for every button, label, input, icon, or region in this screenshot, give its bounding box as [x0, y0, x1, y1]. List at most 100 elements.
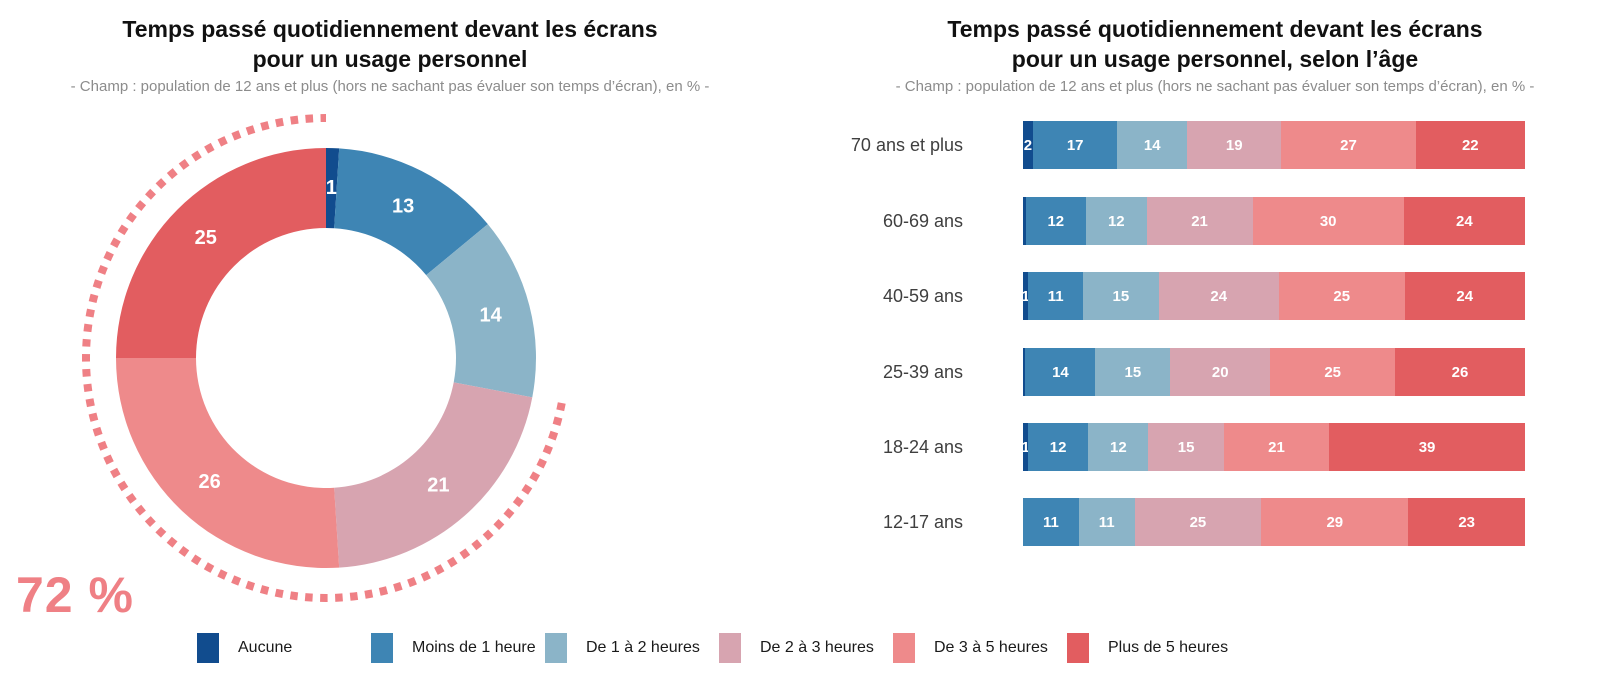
bar-segment-4-1: 12 [1028, 423, 1089, 471]
bar-segment-value: 24 [1456, 212, 1473, 230]
bar-row-2: 1 11 15 24 25 24 [1021, 272, 1525, 320]
legend-item-0: Aucune [197, 633, 292, 663]
bar-segment-value: 11 [1047, 287, 1064, 305]
donut-segment-0 [326, 148, 340, 229]
bar-row-label-0: 70 ans et plus [850, 135, 963, 155]
donut-highlight-arc [82, 114, 566, 602]
bar-row-5: 11 11 25 29 23 [1023, 498, 1525, 546]
bar-segment-value: 39 [1418, 438, 1436, 456]
donut-chart-title-line2: pour un usage personnel [252, 46, 528, 72]
bar-segment-value: 15 [1112, 287, 1130, 305]
bar-segment-1-0 [1023, 197, 1026, 245]
bar-segment-value: 24 [1456, 287, 1474, 305]
bar-segment-1-1: 12 [1025, 197, 1087, 245]
bar-segment-4-5: 39 [1329, 423, 1525, 471]
legend-item-1: Moins de 1 heure [371, 633, 536, 663]
donut-highlight-value: 72 % [16, 567, 134, 623]
bar-segment-value: 15 [1177, 438, 1195, 456]
bar-segment-value: 25 [1324, 363, 1341, 381]
bar-segment-value: 15 [1124, 363, 1142, 381]
bar-segment-0-4: 27 [1281, 121, 1416, 169]
donut-segment-5 [116, 148, 326, 358]
bar-segment-3-1: 14 [1025, 348, 1096, 396]
legend-item-3: De 2 à 3 heures [719, 633, 874, 663]
bar-segment-value: 12 [1107, 212, 1125, 230]
bar-segment-1-4: 30 [1252, 197, 1404, 245]
bar-segment-value: 23 [1458, 513, 1475, 531]
bar-segment-0-3: 19 [1187, 121, 1282, 169]
bar-segment-1-2: 12 [1086, 197, 1147, 245]
legend-label: Aucune [238, 639, 293, 656]
legend-swatch-de_2_3h [719, 633, 741, 663]
bar-segment-value: 25 [1333, 287, 1351, 305]
bar-segment-2-2: 15 [1083, 272, 1159, 320]
bar-segment-value: 20 [1211, 363, 1229, 381]
legend-swatch-moins_1h [371, 633, 393, 663]
bar-segment-0-5: 22 [1415, 121, 1525, 169]
bar-segment-5-4: 29 [1261, 498, 1409, 546]
donut-segment-1 [334, 148, 488, 276]
bar-segment-value: 12 [1047, 212, 1065, 230]
bar-segment-2-5: 24 [1404, 272, 1525, 320]
donut-chart-title-line1: Temps passé quotidiennement devant les é… [122, 16, 658, 42]
bar-segment-3-0 [1023, 348, 1026, 396]
bar-segment-value: 1 [1021, 438, 1030, 456]
donut-segment-label-2: 14 [480, 305, 503, 327]
bar-row-1: 12 12 21 30 24 [1023, 197, 1525, 245]
bar-segment-value: 25 [1189, 513, 1207, 531]
bar-segment-value: 14 [1143, 136, 1161, 154]
bar-segment-value: 30 [1319, 212, 1337, 230]
bar-segment-value: 22 [1461, 136, 1479, 154]
donut-segment-4 [116, 358, 340, 568]
bar-segment-value: 21 [1268, 438, 1285, 456]
bar-segment-2-3: 24 [1158, 272, 1279, 320]
bar-segment-3-3: 20 [1170, 348, 1271, 396]
bar-segment-5-5: 23 [1408, 498, 1525, 546]
bar-segment-1-5: 24 [1403, 197, 1525, 245]
bar-segment-2-0: 1 [1021, 272, 1030, 320]
donut-segment-label-0: 1 [326, 177, 337, 199]
legend-swatch-aucune [197, 633, 219, 663]
bar-segment-value: 11 [1098, 513, 1115, 531]
legend-item-5: Plus de 5 heures [1067, 633, 1228, 663]
donut-segment-label-5: 25 [195, 227, 217, 249]
bar-chart-title-line1: Temps passé quotidiennement devant les é… [947, 16, 1483, 42]
bar-segment-4-3: 15 [1148, 423, 1224, 471]
bar-segment-value: 26 [1451, 363, 1469, 381]
legend-item-2: De 1 à 2 heures [545, 633, 700, 663]
legend-item-4: De 3 à 5 heures [893, 633, 1048, 663]
donut-chart: 1 13 14 21 26 25 [82, 114, 566, 602]
legend-label: Plus de 5 heures [1108, 639, 1229, 656]
bar-row-label-4: 18-24 ans [882, 437, 963, 457]
bar-chart-subtitle: - Champ : population de 12 ans et plus (… [895, 78, 1535, 95]
bar-segment-value: 12 [1110, 438, 1127, 456]
bar-segment-0-1: 17 [1032, 121, 1118, 169]
bar-segment-3-5: 26 [1395, 348, 1525, 396]
legend-label: Moins de 1 heure [412, 639, 536, 656]
donut-segment-3 [334, 382, 533, 568]
bar-segment-4-2: 12 [1088, 423, 1149, 471]
legend-label: De 2 à 3 heures [760, 639, 874, 656]
bar-segment-value: 17 [1066, 136, 1084, 154]
donut-segment-label-3: 21 [427, 475, 449, 497]
donut-chart-subtitle: - Champ : population de 12 ans et plus (… [70, 78, 710, 95]
bar-segment-value: 27 [1340, 136, 1357, 154]
bar-segment-0-2: 14 [1117, 121, 1187, 169]
bar-row-label-2: 40-59 ans [882, 286, 963, 306]
bar-segment-3-2: 15 [1095, 348, 1171, 396]
bar-segment-value: 12 [1049, 438, 1067, 456]
bar-segment-4-4: 21 [1223, 423, 1330, 471]
donut-chart-header: Temps passé quotidiennement devant les é… [0, 14, 780, 98]
bar-segment-2-4: 25 [1279, 272, 1405, 320]
bar-row-0: 2 17 14 19 27 22 [1023, 121, 1525, 169]
bar-row-4: 1 12 12 15 21 39 [1021, 423, 1525, 471]
bar-segment-5-3: 25 [1134, 498, 1262, 546]
bar-segment-value: 2 [1023, 136, 1033, 154]
legend-label: De 1 à 2 heures [586, 639, 700, 656]
bar-segment-2-1: 11 [1028, 272, 1084, 320]
bar-segment-1-3: 21 [1146, 197, 1253, 245]
bar-segment-value: 1 [1021, 287, 1030, 305]
bar-segment-4-0: 1 [1021, 423, 1030, 471]
legend-swatch-plus_5h [1067, 633, 1089, 663]
bar-segment-5-2: 11 [1078, 498, 1135, 546]
